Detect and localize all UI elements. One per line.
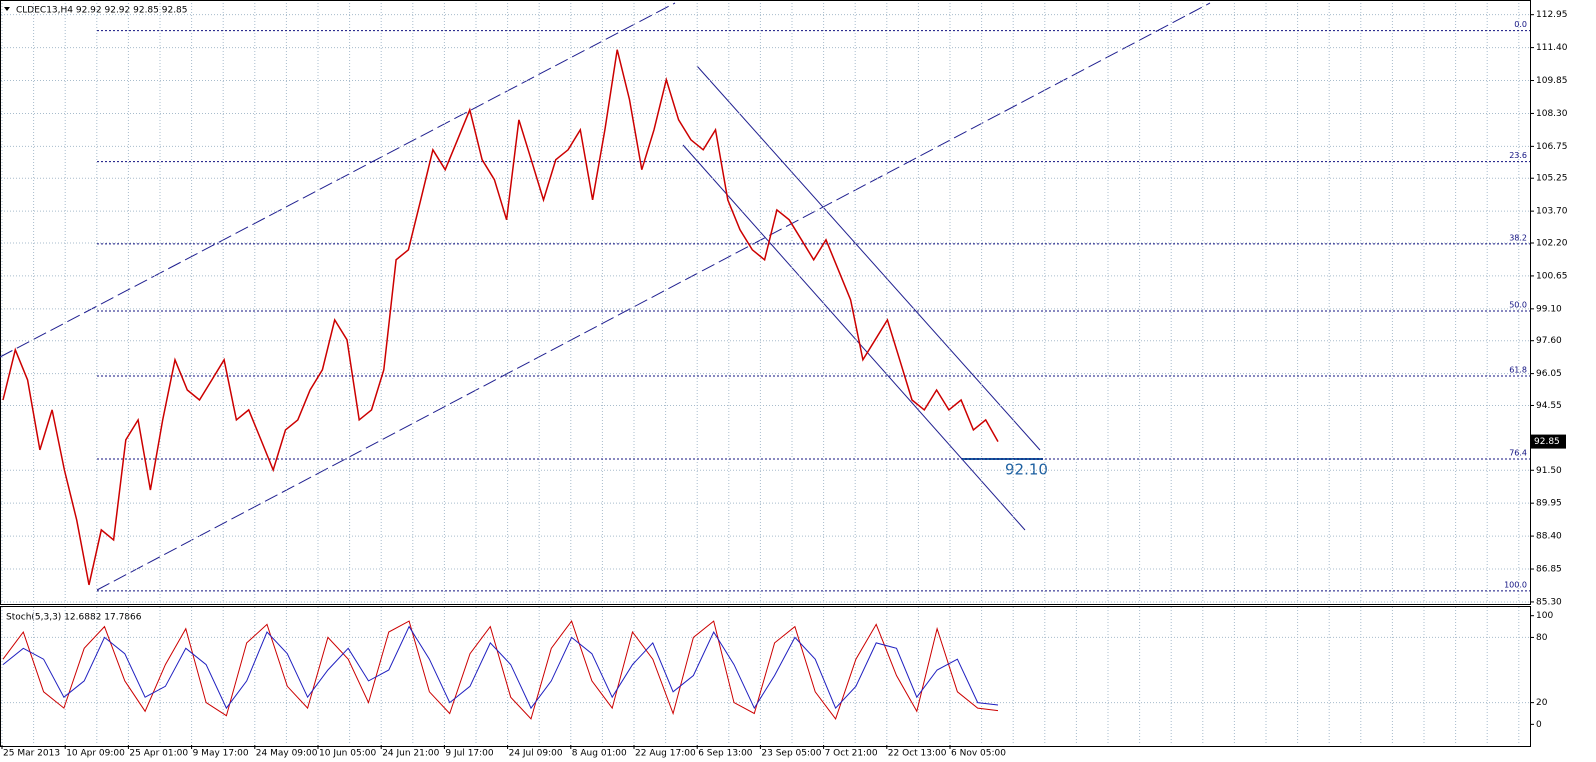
x-tick-label: 9 May 17:00	[193, 749, 249, 759]
y-tick-label: 100.65	[1536, 271, 1568, 281]
x-tick-label: 10 Apr 09:00	[66, 749, 125, 759]
x-tick-label: 24 Jul 09:00	[509, 749, 563, 759]
x-tick-label: 6 Nov 05:00	[951, 749, 1006, 759]
stoch-title: Stoch(5,3,3) 12.6882 17.7866	[6, 613, 142, 623]
x-tick-label: 9 Jul 17:00	[445, 749, 494, 759]
y-tick-label: 99.10	[1536, 304, 1562, 314]
y-tick-label: 91.50	[1536, 466, 1562, 476]
y-tick-label: 96.05	[1536, 369, 1562, 379]
x-tick-label: 23 Sep 05:00	[761, 749, 821, 759]
series-line	[2, 49, 999, 586]
x-tick-label: 7 Oct 21:00	[825, 749, 878, 759]
x-tick-label: 24 Jun 21:00	[382, 749, 439, 759]
down-channel-upper	[696, 65, 1041, 451]
channel-lower	[96, 2, 1211, 591]
y-tick-label: 86.85	[1536, 565, 1562, 575]
y-tick-label: 88.40	[1536, 532, 1562, 542]
y-tick-label: 102.20	[1536, 239, 1568, 249]
x-tick-label: 6 Sep 13:00	[698, 749, 753, 759]
fib-label: 23.6	[1509, 151, 1527, 160]
y-tick-label: 105.25	[1536, 174, 1568, 184]
x-tick-label: 22 Aug 17:00	[635, 749, 696, 759]
y-tick-label: 20	[1536, 698, 1548, 708]
x-tick-label: 24 May 09:00	[256, 749, 318, 759]
y-tick-label: 108.30	[1536, 109, 1568, 119]
stoch-frame	[0, 606, 1531, 747]
y-tick-label: 80	[1536, 633, 1548, 643]
title-arrow	[4, 7, 10, 11]
price-frame	[0, 0, 1531, 605]
series-line	[2, 620, 999, 720]
series-line	[2, 625, 999, 710]
chart-title: CLDEC13,H4 92.92 92.92 92.85 92.85	[16, 6, 188, 16]
fib-label: 100.0	[1504, 580, 1527, 589]
fib-label: 76.4	[1509, 449, 1527, 458]
fib-label: 0.0	[1514, 20, 1527, 29]
y-tick-label: 109.85	[1536, 76, 1568, 86]
y-tick-label: 106.75	[1536, 142, 1568, 152]
y-tick-label: 85.30	[1536, 597, 1562, 607]
y-tick-label: 100	[1536, 611, 1553, 621]
fib-label: 38.2	[1509, 233, 1527, 242]
y-tick-label: 103.70	[1536, 207, 1568, 217]
x-tick-label: 10 Jun 05:00	[319, 749, 376, 759]
x-tick-label: 25 Mar 2013	[3, 749, 60, 759]
x-tick-label: 22 Oct 13:00	[888, 749, 947, 759]
fib-label: 50.0	[1509, 300, 1527, 309]
y-tick-label: 89.95	[1536, 499, 1562, 509]
trend-lines	[0, 2, 1211, 591]
x-tick-label: 8 Aug 01:00	[572, 749, 627, 759]
down-channel-lower	[682, 144, 1026, 531]
y-tick-label: 94.55	[1536, 401, 1562, 411]
fib-label: 61.8	[1509, 365, 1527, 374]
current-price-box	[1530, 434, 1566, 449]
y-tick-label: 111.40	[1536, 43, 1568, 53]
current-price-label: 92.85	[1534, 437, 1560, 447]
channel-upper	[0, 2, 676, 358]
y-tick-label: 97.60	[1536, 336, 1562, 346]
annotation: 92.10	[1005, 461, 1048, 479]
x-tick-label: 25 Apr 01:00	[129, 749, 188, 759]
y-tick-label: 0	[1536, 720, 1542, 730]
y-tick-label: 112.95	[1536, 10, 1568, 20]
